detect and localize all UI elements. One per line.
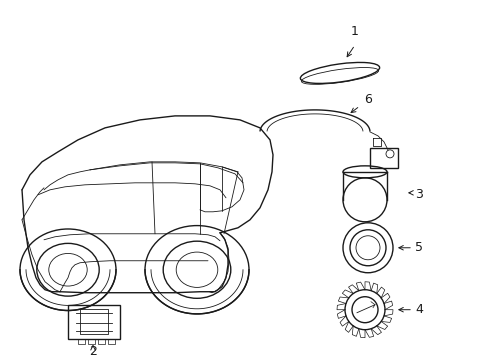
Text: 5: 5 [414,241,422,254]
Text: 6: 6 [364,93,371,107]
Text: 2: 2 [89,345,97,358]
Text: 4: 4 [414,303,422,316]
Text: 1: 1 [350,26,358,39]
Text: 3: 3 [414,188,422,201]
